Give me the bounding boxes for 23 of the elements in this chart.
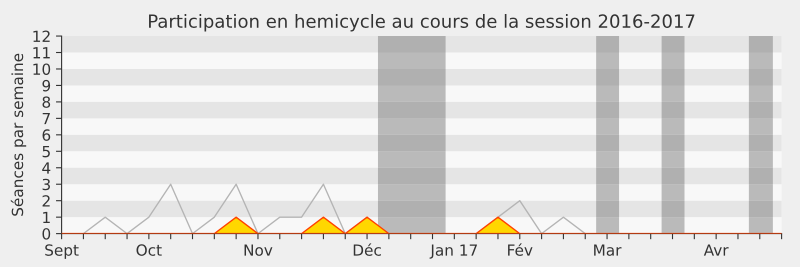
x-tick-label: Avr (704, 244, 729, 256)
y-tick-label: 2 (42, 195, 50, 206)
y-tick-label: 0 (42, 228, 50, 240)
y-tick-label: 10 (33, 63, 50, 75)
y-tick-label: 5 (42, 146, 50, 158)
y-tick-label: 12 (33, 30, 50, 42)
x-tick-label: Fév (508, 243, 533, 256)
x-tick-label: Sept (45, 244, 79, 259)
x-tick-label: Oct (136, 244, 162, 256)
x-tick-label: Jan 17 (430, 244, 477, 259)
chart-title: Participation en hemicycle au cours de la session 2016-2017 (149, 14, 694, 32)
y-tick-label: 7 (42, 113, 50, 124)
y-tick-label: 9 (42, 80, 50, 92)
y-tick-label: 6 (42, 129, 50, 141)
y-tick-label: 1 (43, 212, 50, 223)
x-tick-label: Déc (354, 243, 381, 256)
y-tick-label: 4 (42, 162, 50, 174)
y-axis-title: Séances par semaine (10, 54, 26, 216)
y-tick-label: 3 (42, 178, 50, 190)
x-tick-label: Mar (594, 244, 622, 256)
x-tick-label: Nov (244, 244, 272, 256)
y-tick-label: 8 (42, 96, 50, 108)
y-tick-label: 11 (33, 47, 50, 58)
